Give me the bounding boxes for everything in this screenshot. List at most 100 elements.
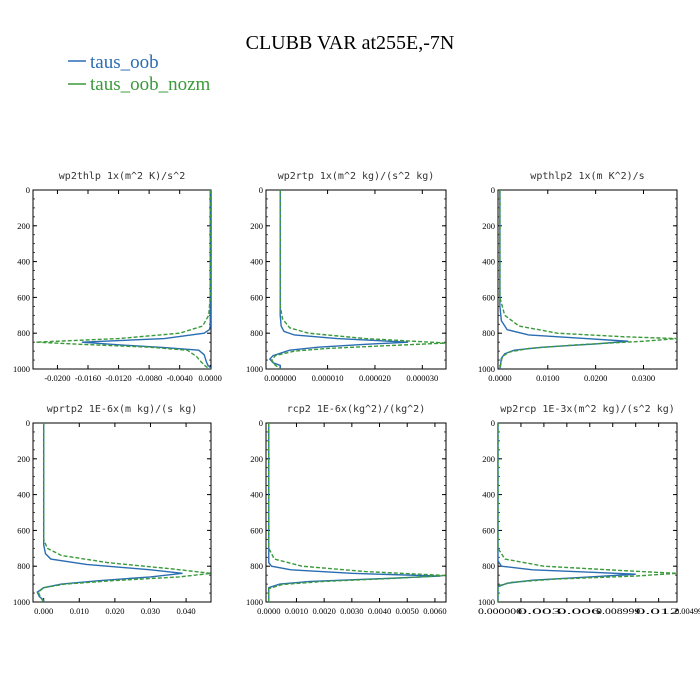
plot-frame [497, 189, 678, 370]
series-line-taus-oob-nozm [270, 190, 446, 369]
y-tick-label: 600 [482, 292, 495, 302]
y-tick-label: 400 [250, 490, 263, 500]
x-tick-label: 0.004999999 [675, 606, 700, 616]
x-tick-label: 0.006 [557, 606, 601, 616]
x-tick-label: -0.0120 [105, 373, 131, 383]
y-tick-label: 0 [491, 185, 495, 195]
x-tick-label: 0.0060 [423, 606, 446, 616]
panel-3: wpthlp2 1x(m K^2)/s 0 200 400 600 800 10000.00… [478, 171, 678, 383]
y-tick-label: 800 [17, 561, 30, 571]
y-tick-label: 200 [482, 221, 495, 231]
x-tick-label: 0.000030 [406, 373, 438, 383]
x-tick-label: 0.010 [70, 606, 89, 616]
y-tick-label: 0 [259, 418, 263, 428]
y-tick-label: 200 [482, 454, 495, 464]
y-tick-label: 1000 [13, 597, 30, 607]
y-tick-label: 600 [250, 525, 263, 535]
y-tick-label: 200 [17, 454, 30, 464]
series-line-taus-oob-nozm [268, 423, 446, 602]
x-tick-label: 0.0010 [285, 606, 308, 616]
y-tick-label: 400 [250, 257, 263, 267]
y-tick-label: 800 [250, 561, 263, 571]
y-tick-label: 1000 [13, 364, 30, 374]
y-tick-label: 0 [26, 418, 30, 428]
series-line-taus-oob [268, 190, 409, 369]
y-tick-label: 400 [17, 257, 30, 267]
x-tick-label: 0.0300 [632, 373, 655, 383]
series-line-taus-oob-nozm [499, 190, 677, 369]
series-line-taus-oob-nozm [36, 190, 211, 369]
y-tick-label: 600 [17, 525, 30, 535]
series-line-taus-oob-nozm [498, 423, 677, 602]
panel-2: wp2rtp 1x(m^2 kg)/(s^2 kg) 0 200 400 600 800 1… [246, 171, 447, 383]
legend-label-taus-oob-nozm: taus_oob_nozm [90, 74, 211, 95]
x-tick-label: 0.020 [105, 606, 124, 616]
panel-title: wp2rtp 1x(m^2 kg)/(s^2 kg) [278, 171, 435, 182]
x-tick-label: 0.003 [517, 606, 561, 616]
y-tick-label: 1000 [478, 597, 495, 607]
x-tick-label: 0.0020 [312, 606, 335, 616]
series-line-taus-oob [81, 190, 211, 369]
panel-title: rcp2 1E-6x(kg^2)/(kg^2) [287, 404, 425, 415]
x-tick-label: 0.0040 [368, 606, 391, 616]
x-tick-label: 0.0000 [488, 373, 511, 383]
y-tick-label: 400 [482, 490, 495, 500]
y-tick-label: 0 [26, 185, 30, 195]
plot-frame [32, 422, 212, 603]
y-tick-label: 800 [482, 328, 495, 338]
x-tick-label: 0.0000 [199, 373, 222, 383]
legend: taus_oob taus_oob_nozm [68, 52, 211, 95]
y-tick-label: 800 [17, 328, 30, 338]
x-tick-label: 0.0200 [584, 373, 607, 383]
series-line-taus-oob [498, 423, 636, 602]
panel-title: wpthlp2 1x(m K^2)/s [530, 171, 644, 182]
y-tick-label: 600 [250, 292, 263, 302]
x-tick-label: -0.0080 [136, 373, 162, 383]
y-tick-label: 200 [250, 221, 263, 231]
y-tick-label: 200 [250, 454, 263, 464]
x-tick-label: -0.0160 [75, 373, 101, 383]
x-tick-label: 0.000000 [264, 373, 296, 383]
y-tick-label: 0 [491, 418, 495, 428]
x-tick-label: 0.000020 [359, 373, 391, 383]
x-tick-label: 0.008999 [596, 606, 640, 616]
x-tick-label: 0.0030 [340, 606, 363, 616]
x-tick-label: -0.0040 [167, 373, 193, 383]
y-tick-label: 1000 [246, 597, 263, 607]
y-tick-label: 800 [250, 328, 263, 338]
figure-title: CLUBB VAR at255E,-7N [246, 32, 455, 54]
x-tick-label: 0.000 [34, 606, 53, 616]
x-tick-label: 0.0000 [257, 606, 280, 616]
y-tick-label: 400 [482, 257, 495, 267]
x-tick-label: 0.0100 [536, 373, 559, 383]
panel-title: wp2rcp 1E-3x(m^2 kg)/(s^2 kg) [500, 404, 675, 415]
y-tick-label: 1000 [246, 364, 263, 374]
series-line-taus-oob [36, 423, 183, 602]
legend-label-taus-oob: taus_oob [90, 52, 159, 73]
panel-4: wprtp2 1E-6x(m kg)/(s kg) 0 200 400 600 800 10… [13, 404, 212, 616]
series-line-taus-oob-nozm [37, 423, 211, 602]
x-tick-label: 0.000000 [478, 606, 522, 616]
panel-1: wp2thlp 1x(m^2 K)/s^2 0 200 400 600 800 1000 -0… [13, 171, 222, 383]
y-tick-label: 600 [482, 525, 495, 535]
panel-title: wp2thlp 1x(m^2 K)/s^2 [59, 171, 185, 182]
y-tick-label: 800 [482, 561, 495, 571]
y-tick-label: 200 [17, 221, 30, 231]
y-tick-label: 400 [17, 490, 30, 500]
y-tick-label: 1000 [478, 364, 495, 374]
y-tick-label: 0 [259, 185, 263, 195]
panel-5: rcp2 1E-6x(kg^2)/(kg^2) 0 200 400 600 800 1000… [246, 404, 447, 616]
x-tick-label: 0.000010 [312, 373, 344, 383]
x-tick-label: -0.0200 [44, 373, 70, 383]
y-tick-label: 600 [17, 292, 30, 302]
x-tick-label: 0.030 [141, 606, 160, 616]
x-tick-label: 0.012 [636, 606, 680, 616]
x-tick-label: 0.040 [177, 606, 196, 616]
x-tick-label: 0.0050 [396, 606, 419, 616]
plot-frame [32, 189, 212, 370]
series-line-taus-oob [499, 190, 629, 369]
panel-6: wp2rcp 1E-3x(m^2 kg)/(s^2 kg) 0 200 400 600 8… [478, 404, 700, 616]
panel-title: wprtp2 1E-6x(m kg)/(s kg) [47, 404, 198, 415]
series-line-taus-oob [268, 423, 441, 602]
